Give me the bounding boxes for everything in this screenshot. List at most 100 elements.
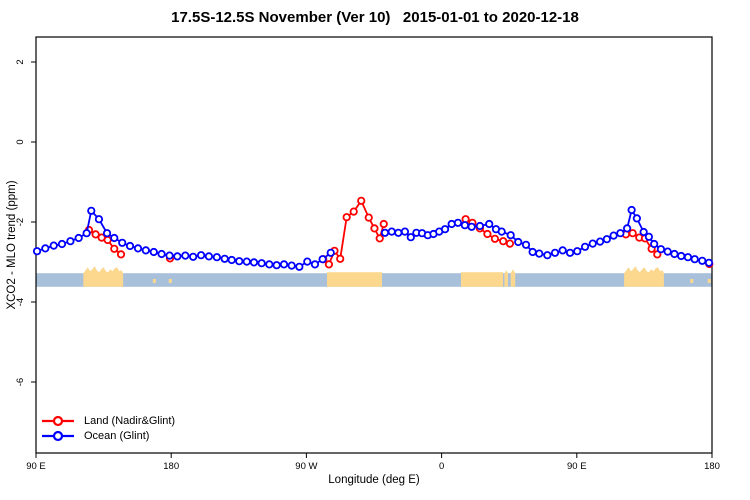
ocean-data-point: [32, 247, 42, 256]
ocean-data-point: [133, 244, 143, 253]
land-data-point: [91, 230, 100, 239]
ocean-data-point: [74, 233, 83, 243]
ocean-data-point: [242, 257, 251, 266]
ocean-data-point: [196, 251, 206, 260]
ocean-data-point: [440, 225, 450, 234]
land-data-point: [499, 237, 508, 246]
ocean-data-point: [265, 260, 274, 269]
ocean-data-point: [690, 255, 699, 264]
y-tick-label: 2: [15, 59, 26, 64]
ocean-data-point: [141, 246, 150, 255]
ocean-data-point: [189, 252, 198, 261]
ocean-data-point: [235, 257, 244, 266]
land-patch: [460, 272, 504, 287]
ocean-data-point: [677, 251, 686, 261]
ocean-data-point: [318, 255, 327, 264]
ocean-data-point: [558, 246, 567, 255]
ocean-data-point: [87, 206, 96, 215]
ocean-data-point: [595, 237, 605, 246]
x-tick-label: 180: [704, 461, 720, 472]
land-speck: [152, 279, 156, 283]
ocean-data-point: [212, 253, 221, 262]
ocean-data-point: [447, 219, 456, 229]
ocean-data-point: [406, 233, 415, 242]
ocean-data-point: [249, 258, 259, 267]
ocean-data-point: [580, 242, 590, 251]
plot-border: [35, 36, 713, 454]
ocean-data-point: [670, 249, 679, 259]
land-data-point: [505, 239, 515, 248]
land-data-point: [103, 235, 112, 245]
ocean-data-point: [66, 237, 75, 246]
ocean-data-point: [310, 260, 320, 269]
land-data-point: [336, 254, 345, 263]
ocean-data-point: [663, 247, 672, 256]
land-data-point: [110, 244, 119, 253]
ocean-data-point: [220, 254, 229, 263]
ocean-data-point: [627, 205, 636, 215]
y-tick-label: -6: [15, 378, 26, 386]
ocean-data-point: [394, 228, 403, 237]
land-series-symbol-icon: [42, 415, 74, 426]
ocean-data-point: [94, 215, 104, 224]
legend-label-ocean: Ocean (Glint): [84, 429, 150, 442]
ocean-data-point: [82, 229, 91, 238]
ocean-data-point: [467, 222, 476, 231]
ocean-data-point: [118, 238, 127, 247]
ocean-data-point: [698, 256, 707, 265]
y-tick-label: -2: [15, 218, 26, 226]
ocean-data-point: [644, 232, 654, 241]
x-tick-label: 90 W: [295, 461, 317, 472]
ocean-data-point: [602, 235, 611, 244]
ocean-data-point: [125, 241, 135, 251]
land-data-point: [375, 234, 384, 243]
ocean-series-symbol-icon: [42, 430, 74, 441]
ocean-data-point: [387, 227, 396, 236]
ocean-data-point: [656, 245, 666, 254]
x-tick-label: 0: [439, 461, 444, 472]
land-patch-profile: [83, 266, 124, 287]
ocean-data-point: [453, 218, 463, 227]
ocean-data-point: [521, 240, 531, 249]
land-data-point: [370, 224, 379, 233]
ocean-data-point: [609, 231, 618, 240]
land-data-point: [324, 260, 334, 269]
ocean-data-point: [683, 253, 693, 262]
land-data-point: [357, 196, 366, 205]
ocean-data-point: [102, 229, 112, 238]
ocean-data-point: [149, 247, 158, 257]
ocean-data-point: [639, 227, 648, 237]
ocean-data-point: [272, 261, 281, 270]
ocean-data-point: [704, 258, 714, 267]
land-data-point: [342, 213, 351, 222]
ocean-data-point: [565, 248, 575, 257]
ocean-data-point: [506, 231, 515, 240]
ocean-data-point: [165, 251, 174, 260]
land-data-point: [653, 250, 662, 259]
ocean-data-point: [460, 221, 469, 230]
y-tick-label: 0: [15, 139, 26, 144]
ocean-data-point: [380, 228, 390, 237]
y-tick-label: -4: [15, 298, 26, 306]
ocean-data-point: [181, 251, 190, 260]
land-speck: [707, 279, 711, 283]
ocean-data-point: [204, 252, 214, 261]
ocean-data-point: [287, 261, 296, 270]
ocean-data-point: [623, 224, 632, 233]
ocean-data-point: [550, 248, 560, 257]
ocean-data-point: [528, 247, 537, 257]
ocean-data-point: [543, 251, 552, 260]
land-speck: [690, 279, 694, 283]
ocean-data-point: [535, 249, 544, 258]
ocean-data-point: [49, 241, 58, 250]
ocean-data-point: [57, 239, 67, 249]
land-data-point: [483, 229, 492, 239]
ocean-data-point: [279, 260, 289, 269]
ocean-data-point: [157, 249, 166, 259]
land-patch-profile: [510, 269, 516, 287]
ocean-data-point: [573, 247, 582, 256]
x-tick-label: 90 E: [26, 461, 46, 472]
ocean-data-point: [110, 233, 119, 243]
